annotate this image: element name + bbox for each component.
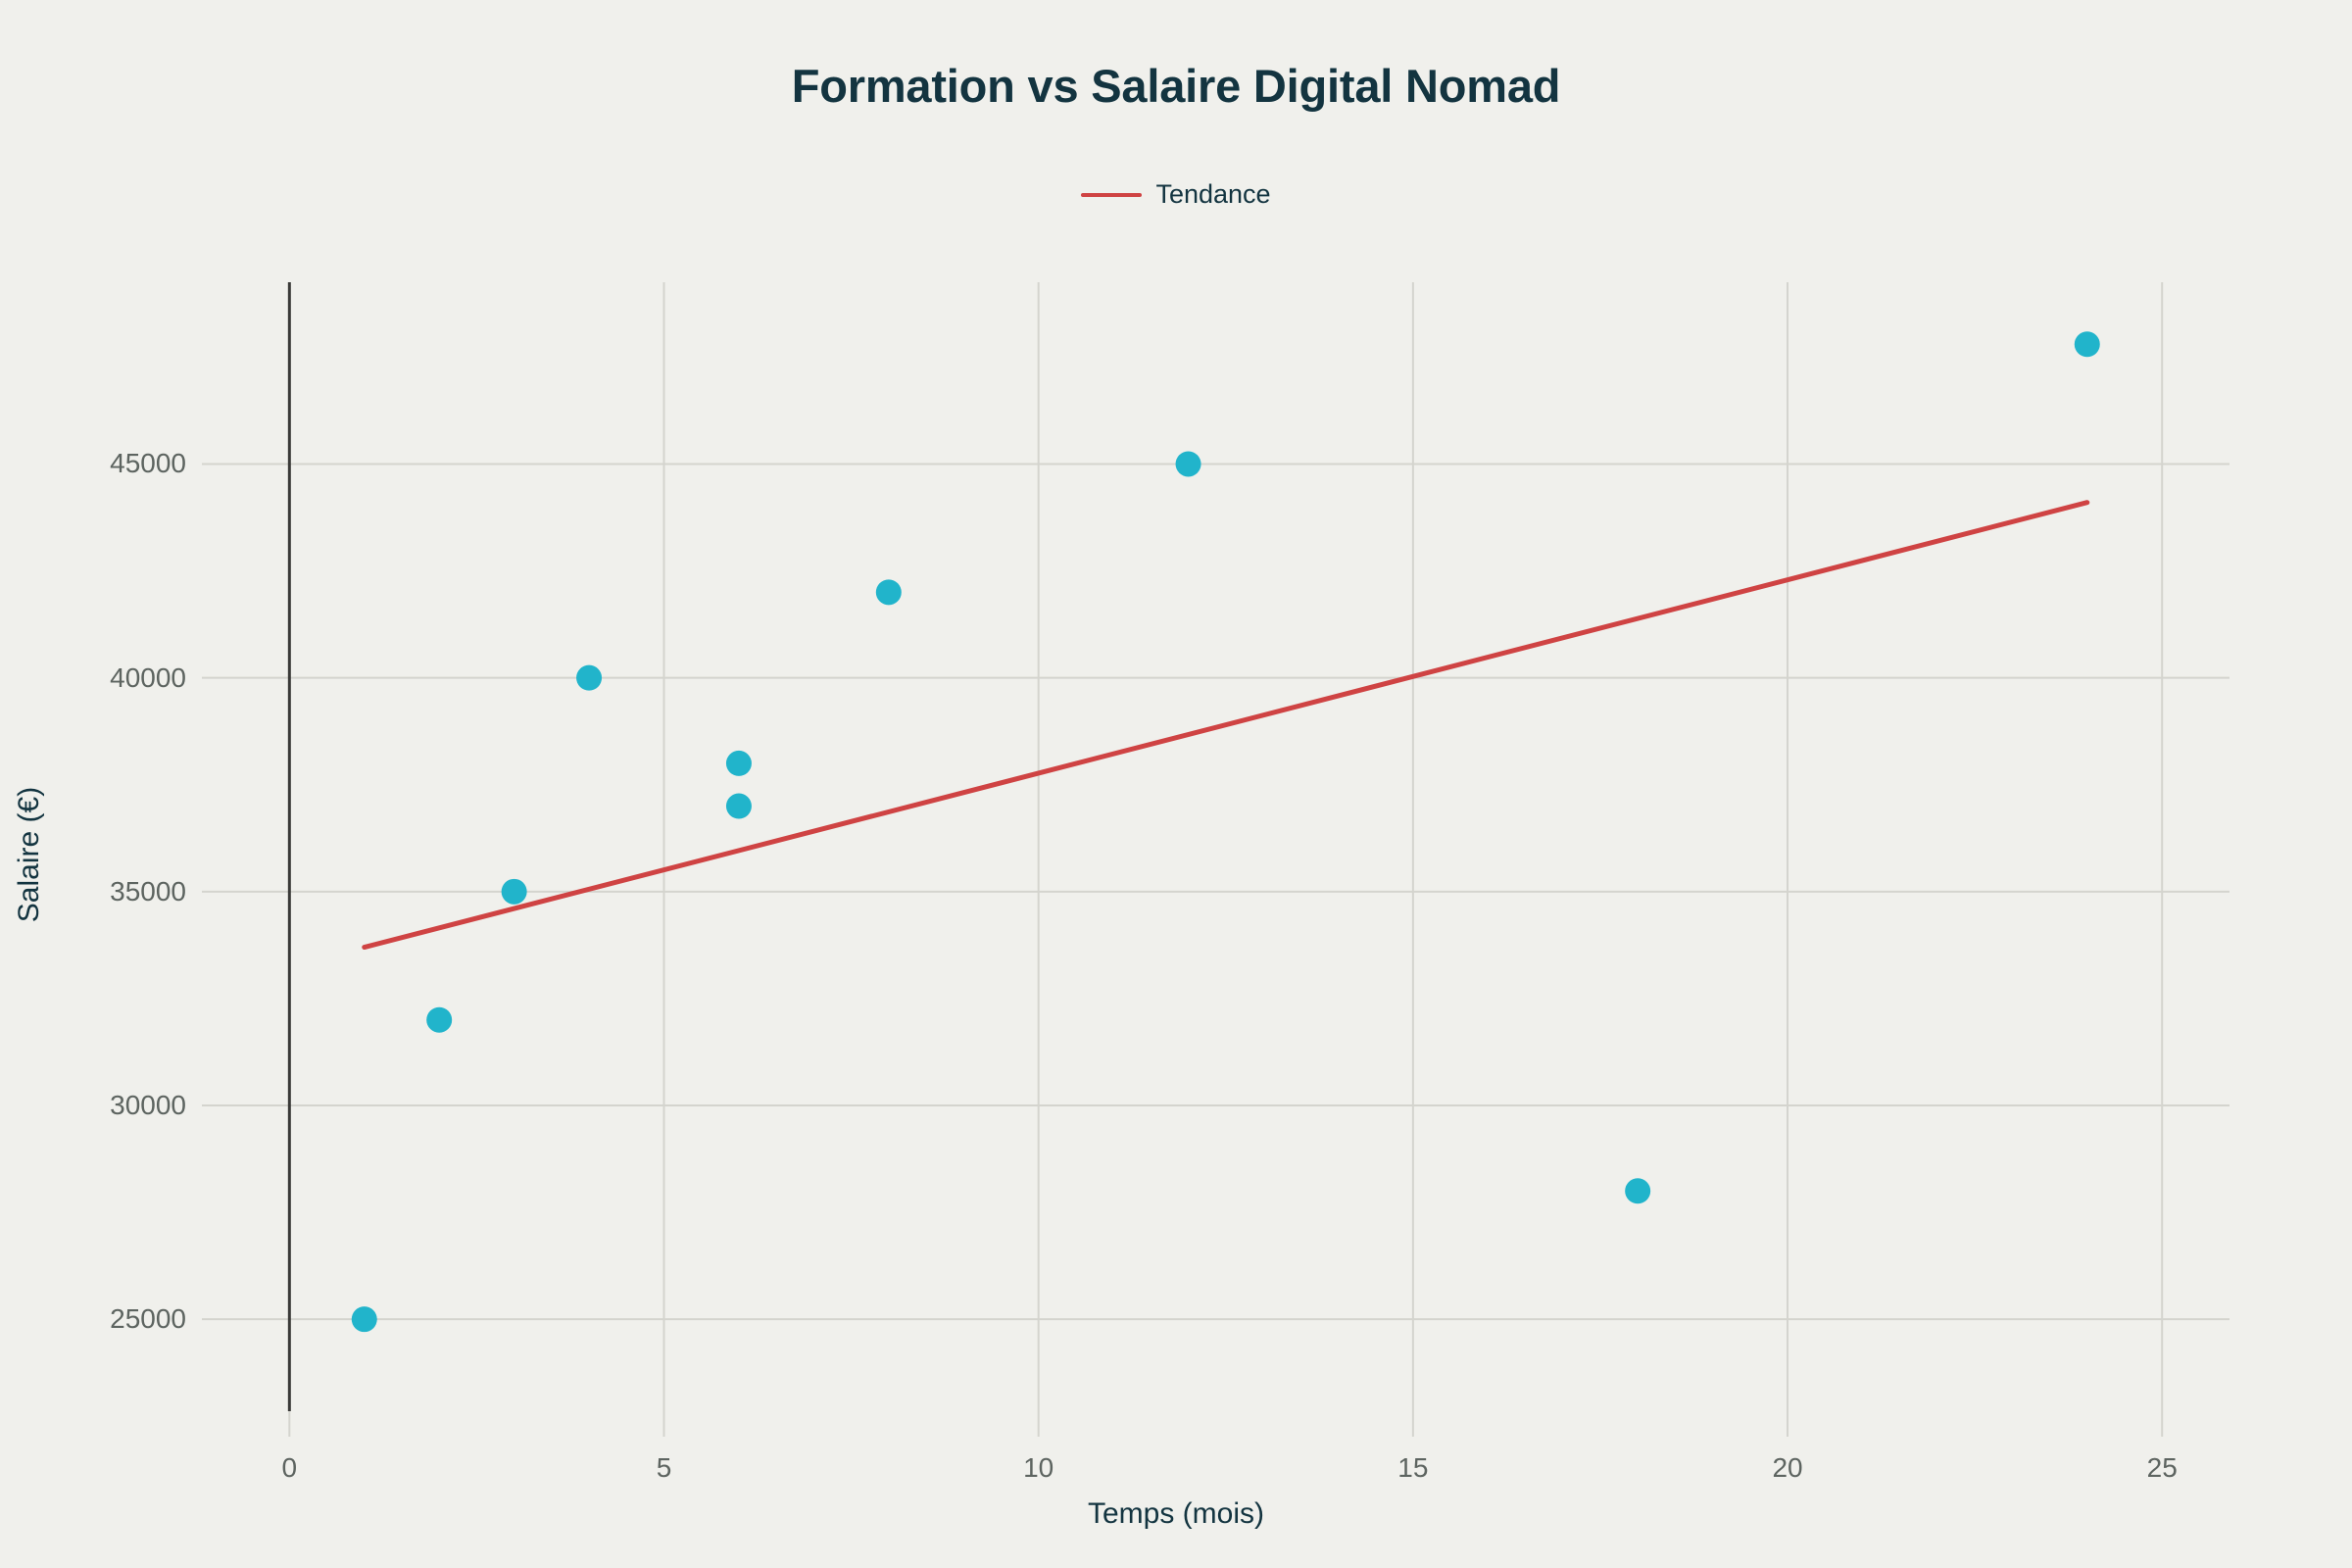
scatter-point: [501, 878, 527, 905]
scatter-point: [426, 1006, 453, 1033]
x-tick-label: 25: [2146, 1452, 2178, 1483]
x-axis-title: Temps (mois): [1087, 1497, 1264, 1530]
y-tick-label: 45000: [110, 448, 186, 479]
trendline-group: [362, 500, 2090, 951]
scatter-point: [1625, 1178, 1651, 1204]
scatter-point: [2074, 331, 2100, 358]
legend-item-label: Tendance: [1155, 179, 1271, 209]
scatter-points-group: [351, 331, 2100, 1333]
x-tick-label: 20: [1772, 1452, 1803, 1483]
page-title: Formation vs Salaire Digital Nomad: [791, 60, 1561, 112]
chart-legend: Tendance: [0, 181, 2352, 208]
scatter-point: [725, 793, 752, 819]
y-tick-label: 30000: [110, 1090, 186, 1120]
trendline-path: [362, 500, 2090, 951]
x-tick-label: 15: [1397, 1452, 1429, 1483]
scatter-point: [725, 750, 752, 776]
tickmarks-group: [202, 463, 2164, 1437]
legend-item-tendance[interactable]: Tendance: [1081, 179, 1271, 209]
x-tick-label: 10: [1023, 1452, 1054, 1483]
y-tick-label: 25000: [110, 1303, 186, 1335]
x-tick-label: 0: [281, 1452, 298, 1483]
y-tick-label: 35000: [110, 875, 186, 906]
legend-line-swatch-icon: [1081, 192, 1143, 197]
scatter-point: [1175, 451, 1201, 477]
x-tick-label: 5: [656, 1452, 672, 1483]
y-tick-label: 40000: [110, 662, 186, 693]
scatter-point: [576, 664, 603, 691]
scatter-point: [875, 579, 902, 606]
y-axis-title: Salaire (€): [13, 786, 45, 923]
gridlines-group: [233, 282, 2230, 1411]
scatter-point: [351, 1306, 377, 1333]
